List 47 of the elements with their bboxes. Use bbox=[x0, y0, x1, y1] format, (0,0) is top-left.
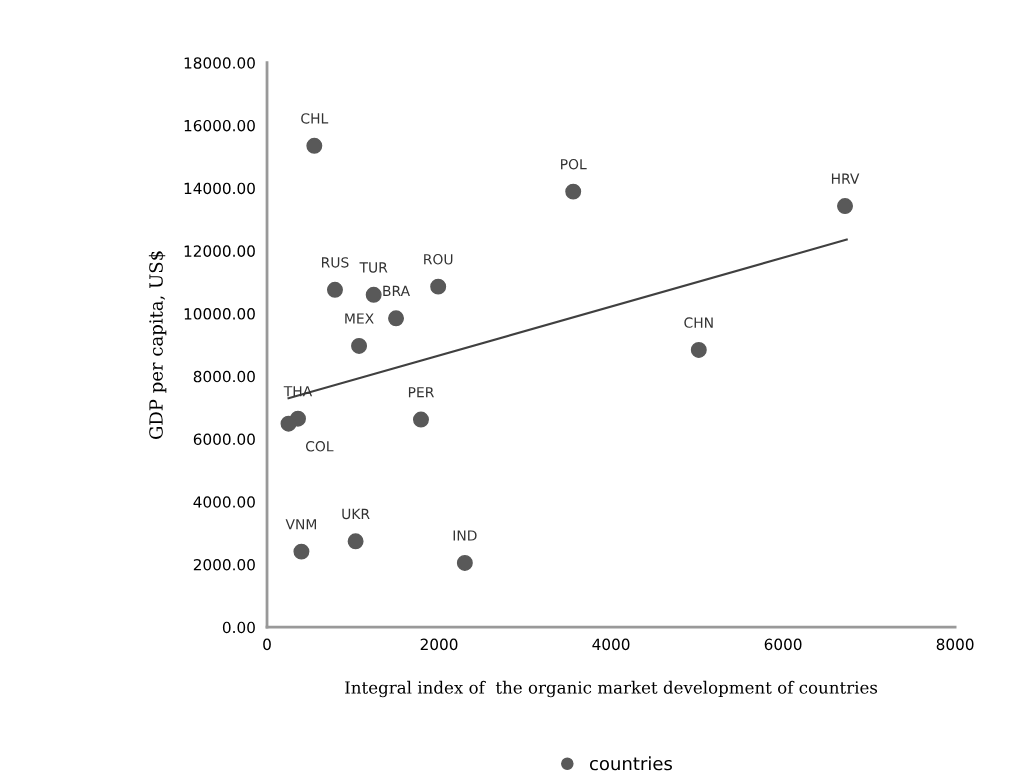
y-tick-label: 8000.00 bbox=[193, 370, 255, 383]
point bbox=[365, 286, 382, 303]
annotation: MEX bbox=[345, 313, 374, 324]
x-tick-label: 8000 bbox=[936, 638, 974, 651]
point bbox=[280, 415, 297, 432]
annotation: UKR bbox=[342, 508, 370, 520]
annotation: VNM bbox=[285, 519, 316, 530]
y-tick-label: 0.00 bbox=[222, 621, 255, 634]
annotation: CHL bbox=[301, 113, 329, 124]
point bbox=[430, 278, 447, 295]
y-tick-label: 14000.00 bbox=[184, 182, 255, 195]
annotation: THA bbox=[283, 386, 313, 397]
point bbox=[347, 533, 364, 550]
annotation: IND bbox=[453, 530, 477, 541]
point bbox=[293, 543, 310, 560]
y-axis-title: GDP per capita, US$ bbox=[148, 251, 167, 440]
y-tick-label: 6000.00 bbox=[193, 433, 255, 446]
point bbox=[837, 198, 853, 215]
y-tick-label: 18000.00 bbox=[184, 57, 255, 69]
legend-label: countries bbox=[589, 756, 672, 771]
point bbox=[388, 310, 405, 327]
x-axis-title: Integral index of the organic market development of countries bbox=[345, 680, 878, 698]
annotation: TUR bbox=[359, 262, 388, 273]
x-tick-label: 6000 bbox=[764, 638, 802, 651]
y-tick-label: 2000.00 bbox=[193, 558, 255, 571]
y-tick-label: 16000.00 bbox=[184, 119, 255, 132]
point bbox=[456, 554, 473, 571]
point bbox=[413, 411, 429, 428]
x-tick-label: 0 bbox=[263, 638, 271, 651]
point bbox=[351, 337, 368, 354]
annotation: PER bbox=[408, 387, 434, 398]
y-tick-label: 4000.00 bbox=[193, 496, 255, 508]
point bbox=[326, 281, 343, 298]
annotation: POL bbox=[561, 158, 587, 170]
point bbox=[306, 137, 323, 154]
point bbox=[565, 183, 582, 200]
y-tick-label: 12000.00 bbox=[184, 245, 255, 257]
annotation: COL bbox=[305, 441, 334, 452]
annotation: BRA bbox=[383, 285, 410, 296]
x-tick-label: 2000 bbox=[420, 638, 458, 651]
annotation: CHN bbox=[684, 317, 713, 328]
y-tick-label: 10000.00 bbox=[184, 308, 255, 320]
annotation: HRV bbox=[831, 173, 860, 184]
annotation: ROU bbox=[424, 253, 453, 265]
point bbox=[690, 341, 707, 358]
annotation: RUS bbox=[322, 257, 349, 268]
x-tick-label: 4000 bbox=[592, 638, 630, 651]
